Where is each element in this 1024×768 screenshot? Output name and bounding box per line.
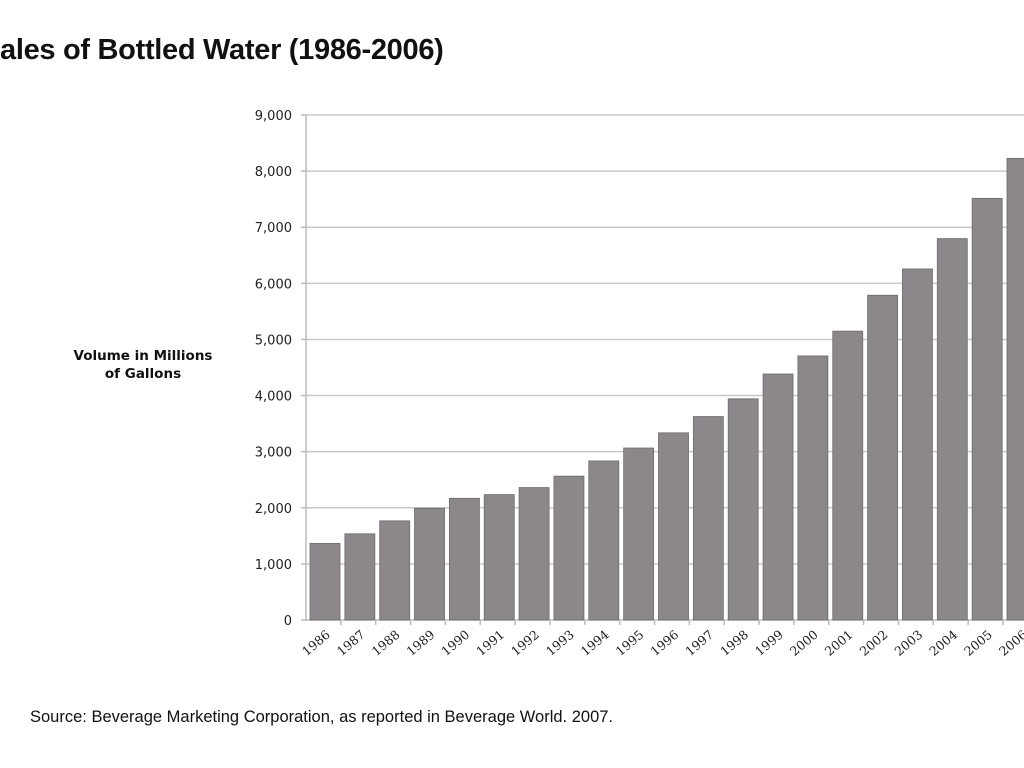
bar-1992 [518,487,550,621]
x-tick-label: 1988 [369,627,403,659]
y-axis-label-line-2: of Gallons [104,366,182,382]
x-tick-label: 2004 [926,627,960,659]
y-tick-label: 6,000 [255,277,292,292]
y-tick-label: 4,000 [255,390,292,405]
chart-title: ales of Bottled Water (1986-2006) [0,34,444,66]
bar-2000 [797,355,829,621]
bar-1990 [448,497,480,621]
x-tick-label: 1998 [717,627,751,659]
x-tick-label: 2000 [787,627,821,659]
x-tick-label: 1990 [438,627,472,659]
bar-1993 [553,475,585,621]
x-tick-label: 1999 [752,627,786,659]
x-tick-label: 2005 [961,627,995,659]
bar-1988 [379,520,411,621]
x-tick-label: 1987 [334,627,368,659]
bar-1989 [414,507,445,621]
x-tick-label: 2001 [822,627,856,659]
bar-2002 [867,294,898,621]
x-tick-label: 1993 [543,627,577,659]
bar-1987 [344,533,376,621]
bar-2006 [1006,157,1024,621]
x-tick-label: 1996 [647,627,681,659]
y-tick-label: 5,000 [255,333,292,348]
bar-2001 [832,330,864,621]
y-axis-label-line-1: Volume in Millions [73,348,213,364]
y-tick-label: 1,000 [255,558,292,573]
x-tick-label: 2003 [891,627,925,659]
bar-1986 [309,543,341,621]
bar-2004 [936,238,968,621]
y-axis-label: Volume in Millions of Gallons [40,347,246,383]
x-tick-label: 1997 [682,627,716,659]
bar-1991 [483,494,515,621]
x-tick-label: 1989 [403,627,437,659]
x-tick-label: 1991 [473,627,507,659]
bar-1995 [623,447,655,621]
x-tick-label: 2006 [996,627,1024,659]
y-tick-label: 9,000 [255,109,292,124]
bar-2005 [971,197,1003,621]
x-tick-label: 2002 [857,627,891,659]
y-tick-label: 3,000 [255,446,292,461]
y-tick-label: 8,000 [255,165,292,180]
bar-2003 [902,268,933,621]
x-tick-label: 1992 [508,627,542,659]
source-note: Source: Beverage Marketing Corporation, … [30,708,614,726]
x-tick-label: 1994 [578,627,612,659]
x-tick-label: 1986 [299,627,333,659]
bar-1998 [727,398,759,621]
y-tick-label: 0 [284,614,292,629]
y-tick-label: 2,000 [255,502,292,517]
bar-1999 [762,373,794,621]
bar-1996 [658,432,689,621]
bar-1994 [588,460,620,621]
x-tick-label: 1995 [613,627,647,659]
y-tick-label: 7,000 [255,221,292,236]
bar-1997 [692,416,724,621]
